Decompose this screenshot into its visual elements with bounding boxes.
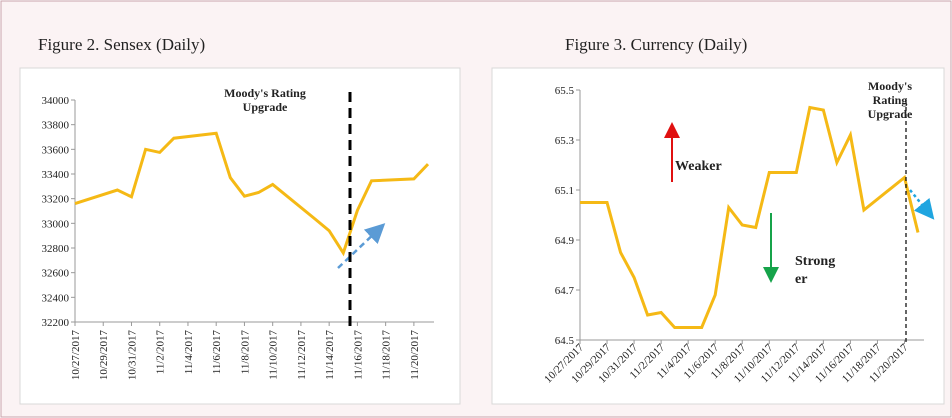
y-tick-label: 64.9 [555, 235, 575, 247]
annotation: Moody's [868, 79, 912, 93]
stronger-label: er [795, 272, 807, 287]
panel [19, 67, 461, 405]
weaker-label: Weaker [675, 159, 722, 174]
y-tick-label: 32400 [42, 292, 70, 304]
y-tick-label: 34000 [42, 95, 70, 107]
x-tick-label: 11/20/2017 [409, 330, 421, 380]
x-tick-label: 11/6/2017 [211, 330, 223, 375]
x-tick-label: 10/27/2017 [70, 330, 82, 381]
x-tick-label: 11/16/2017 [352, 330, 364, 380]
y-tick-label: 32200 [42, 317, 70, 329]
annotation: Rating [873, 93, 908, 107]
x-tick-label: 11/14/2017 [324, 330, 336, 380]
x-tick-label: 11/8/2017 [239, 330, 251, 375]
trend-arrow [337, 223, 386, 269]
x-tick-label: 11/10/2017 [268, 330, 280, 380]
x-tick-label: 11/12/2017 [296, 330, 308, 380]
trend-arrow [909, 189, 935, 220]
y-tick-label: 64.5 [555, 335, 575, 347]
y-tick-label: 65.3 [555, 135, 575, 147]
series-line [580, 105, 920, 329]
annotation: Upgrade [243, 100, 288, 114]
y-tick-label: 33200 [42, 194, 70, 206]
y-tick-label: 65.5 [555, 85, 575, 97]
panel [491, 67, 945, 405]
y-tick-label: 32800 [42, 243, 70, 255]
stronger-label: Strong [795, 254, 835, 269]
x-tick-label: 11/2/2017 [155, 330, 167, 375]
x-tick-label: 11/18/2017 [381, 330, 393, 380]
chart-title: Figure 2. Sensex (Daily) [38, 35, 205, 54]
y-tick-label: 33800 [42, 120, 70, 132]
y-tick-label: 32600 [42, 268, 70, 280]
y-tick-label: 33600 [42, 144, 70, 156]
chart-title: Figure 3. Currency (Daily) [565, 35, 747, 54]
y-tick-label: 65.1 [555, 185, 574, 197]
annotation: Upgrade [868, 107, 913, 121]
series-line [74, 131, 430, 257]
x-tick-label: 10/31/2017 [126, 330, 138, 381]
x-tick-label: 10/29/2017 [98, 330, 110, 381]
y-tick-label: 64.7 [555, 285, 575, 297]
y-tick-label: 33000 [42, 218, 70, 230]
y-tick-label: 33400 [42, 169, 70, 181]
x-tick-label: 11/4/2017 [183, 330, 195, 375]
annotation: Moody's Rating [224, 86, 306, 100]
